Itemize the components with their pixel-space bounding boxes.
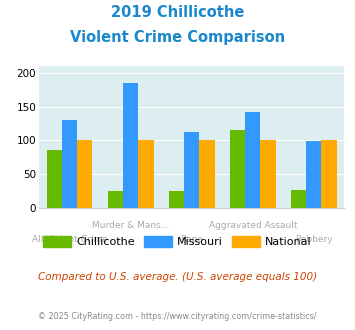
Text: Violent Crime Comparison: Violent Crime Comparison [70,30,285,45]
Bar [77,140,92,208]
Text: © 2025 CityRating.com - https://www.cityrating.com/crime-statistics/: © 2025 CityRating.com - https://www.city… [38,312,317,321]
Text: Murder & Mans...: Murder & Mans... [92,221,169,230]
Text: All Violent Crime: All Violent Crime [32,235,108,244]
Bar [306,141,322,208]
Text: Rape: Rape [180,235,203,244]
Text: Robbery: Robbery [295,235,333,244]
Bar [108,191,123,208]
Bar [184,132,200,208]
Bar [47,150,62,208]
Bar [230,129,245,208]
Text: Aggravated Assault: Aggravated Assault [208,221,297,230]
Legend: Chillicothe, Missouri, National: Chillicothe, Missouri, National [39,232,316,251]
Text: 2019 Chillicothe: 2019 Chillicothe [111,5,244,20]
Bar [200,140,214,208]
Bar [138,140,153,208]
Bar [261,140,275,208]
Bar [291,190,306,208]
Bar [322,140,337,208]
Bar [169,191,184,208]
Bar [245,112,261,208]
Bar [62,120,77,208]
Bar [123,83,138,208]
Text: Compared to U.S. average. (U.S. average equals 100): Compared to U.S. average. (U.S. average … [38,272,317,282]
